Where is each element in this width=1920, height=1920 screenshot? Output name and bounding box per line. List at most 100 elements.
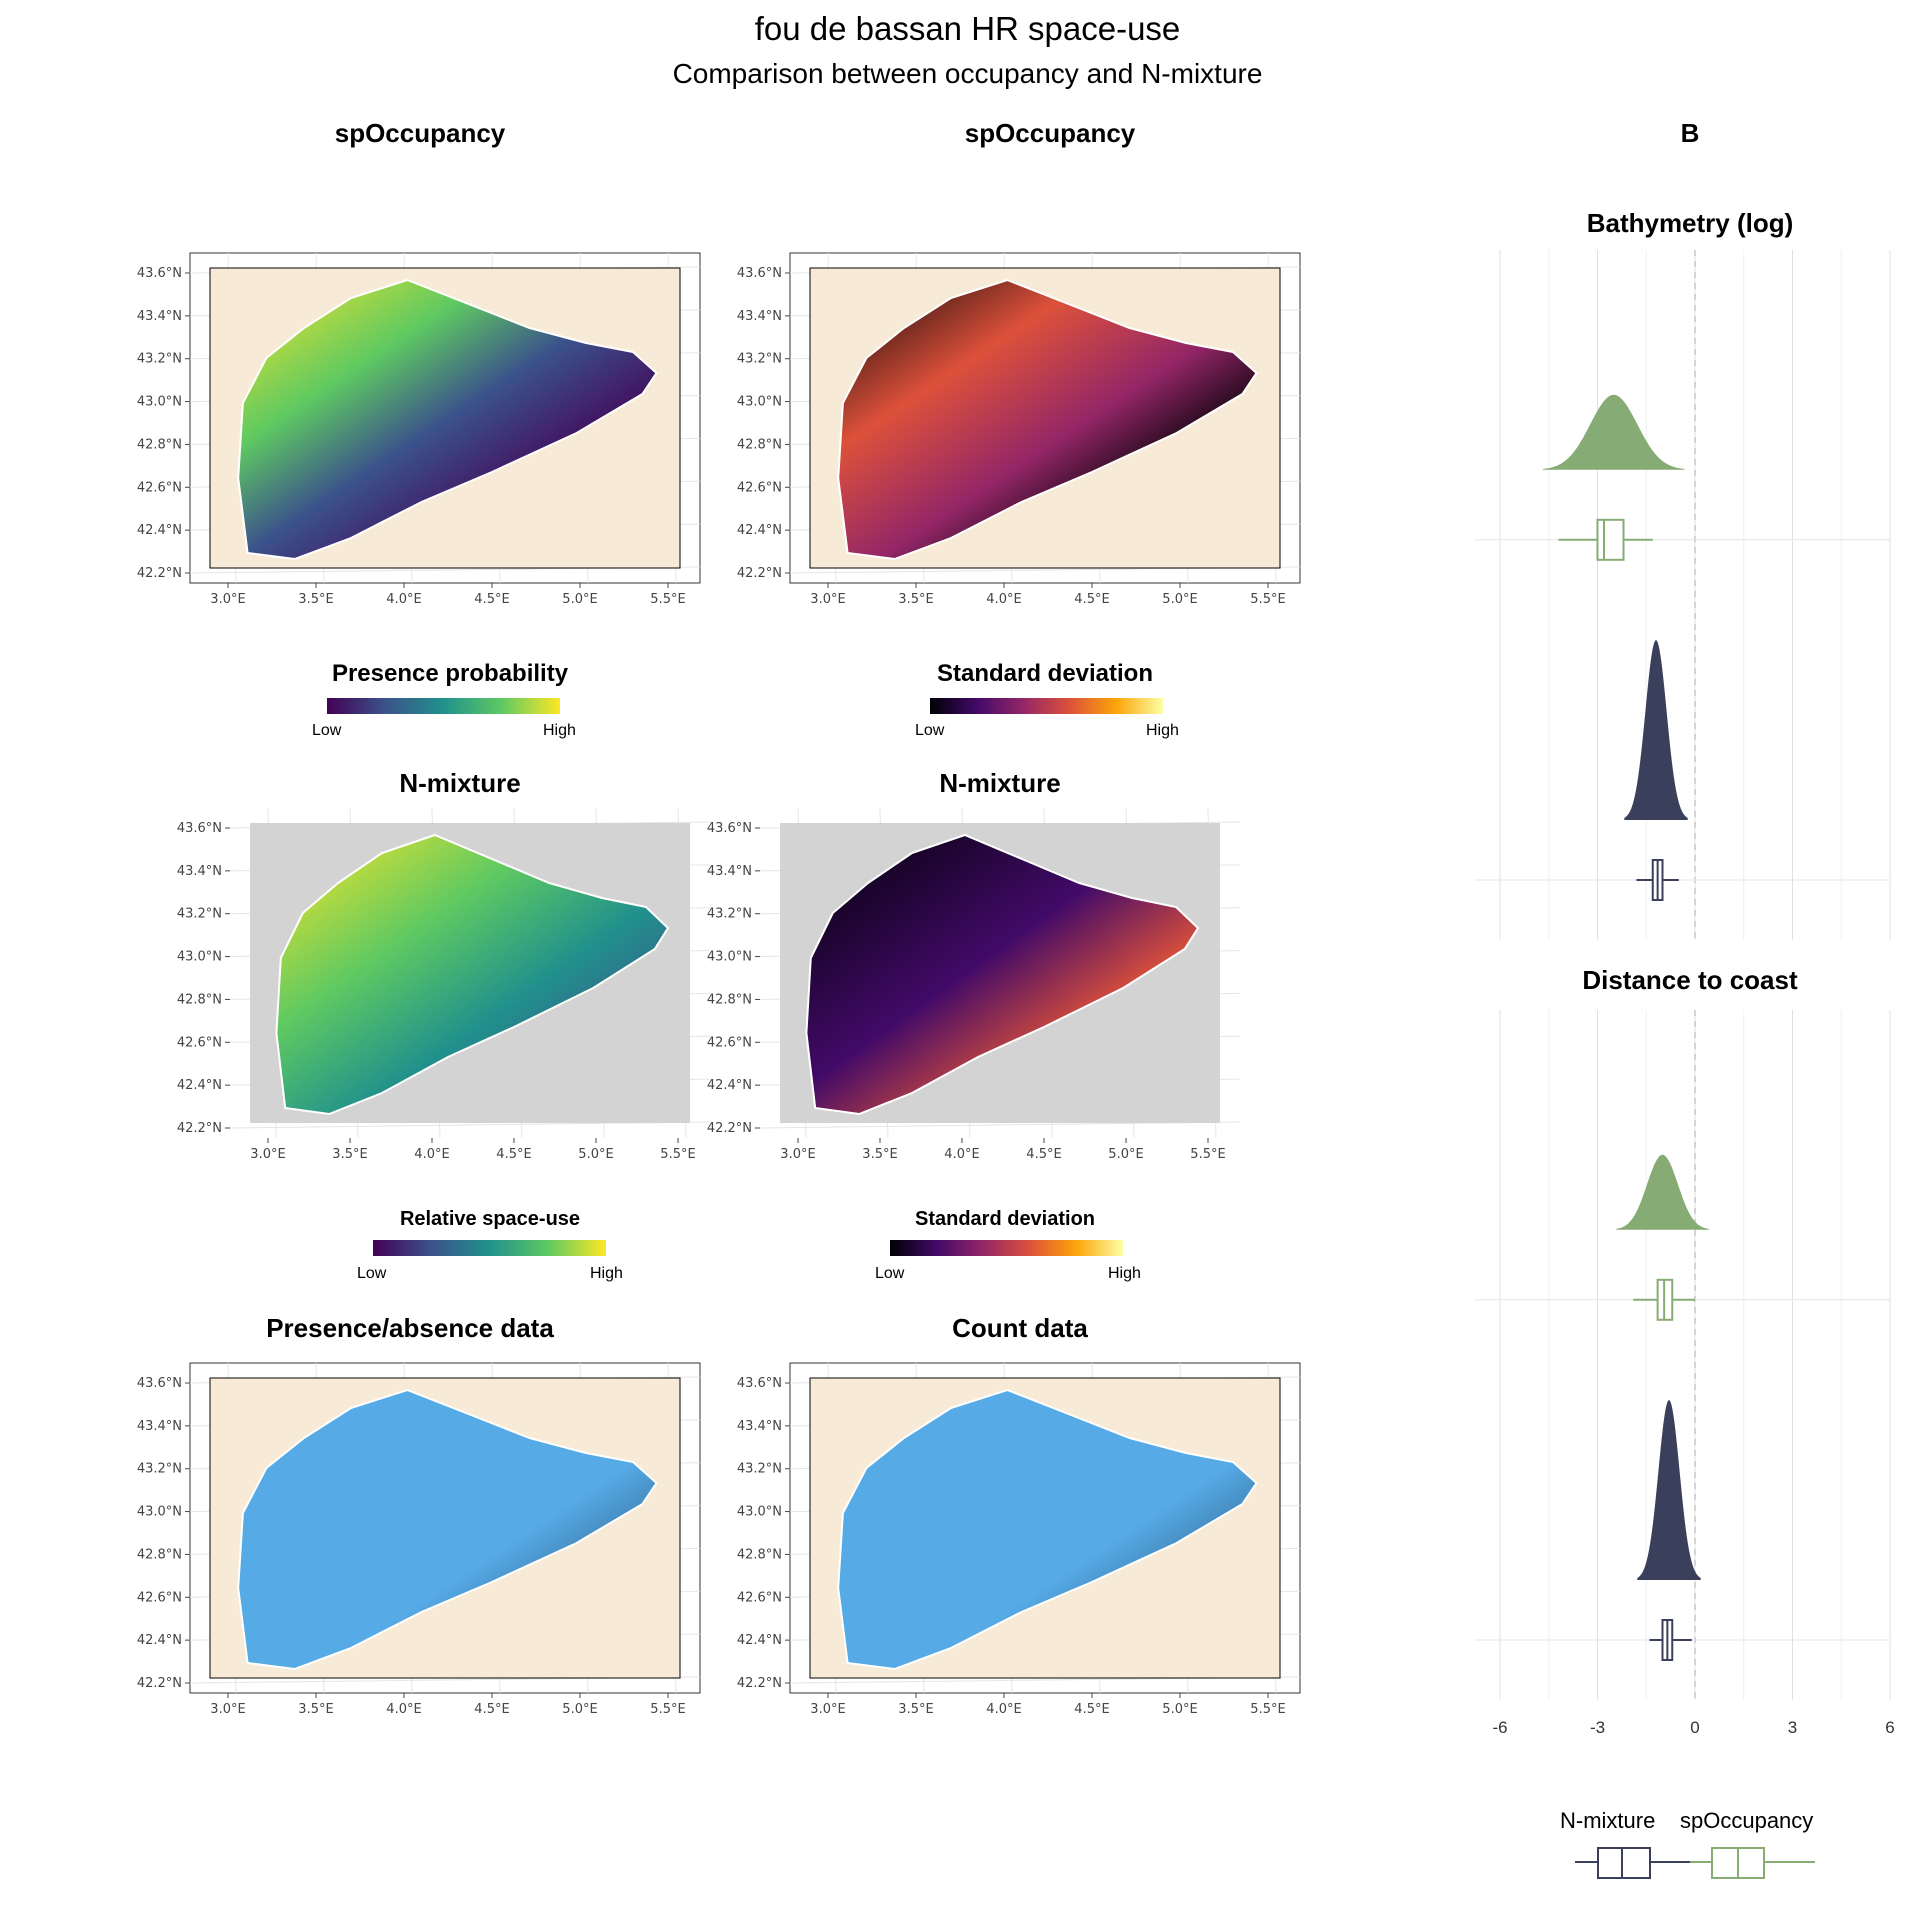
x-tick-label: 6 (1885, 1718, 1894, 1737)
lat-tick-label: 43.0°N (177, 950, 222, 965)
lat-tick-label: 42.4°N (137, 523, 182, 538)
legend-label-nmixture: N-mixture (1560, 1808, 1656, 1833)
lon-tick-label: 3.5°E (298, 1702, 333, 1717)
colorbar-viridis-1 (327, 698, 560, 714)
lon-tick-label: 4.0°E (986, 1702, 1021, 1717)
lat-tick-label: 42.6°N (737, 1590, 782, 1605)
lat-tick-label: 42.6°N (177, 1035, 222, 1050)
panel-b-label: B (1680, 118, 1700, 148)
x-tick-label: -6 (1492, 1718, 1507, 1737)
map-title-r2-right: N-mixture (939, 768, 1061, 798)
lon-tick-label: 4.0°E (386, 1702, 421, 1717)
lat-tick-label: 42.4°N (737, 523, 782, 538)
lon-tick-label: 3.5°E (898, 1702, 933, 1717)
panel-b-chart: -6 -3 0 3 6 (1475, 250, 1895, 1737)
x-tick-label: -3 (1590, 1718, 1605, 1737)
density-spoccupancy (1616, 1154, 1709, 1230)
lat-tick-label: 42.8°N (737, 1547, 782, 1562)
lon-tick-label: 3.5°E (862, 1147, 897, 1162)
lat-tick-label: 42.2°N (137, 566, 182, 581)
lat-tick-label: 43.4°N (707, 864, 752, 879)
lon-tick-label: 3.5°E (298, 592, 333, 607)
lat-tick-label: 42.8°N (737, 437, 782, 452)
lat-tick-label: 42.6°N (707, 1035, 752, 1050)
lat-tick-label: 42.4°N (177, 1078, 222, 1093)
lon-tick-label: 3.0°E (210, 592, 245, 607)
lat-tick-label: 42.4°N (707, 1078, 752, 1093)
lon-tick-label: 4.5°E (1026, 1147, 1061, 1162)
lon-tick-label: 3.0°E (810, 592, 845, 607)
lat-tick-label: 43.2°N (737, 1462, 782, 1477)
lat-tick-label: 43.2°N (177, 907, 222, 922)
lat-tick-label: 43.0°N (737, 395, 782, 410)
study-area (237, 278, 658, 561)
lat-tick-label: 42.2°N (737, 1676, 782, 1691)
lon-tick-label: 5.0°E (562, 1702, 597, 1717)
map-presence-probability: 43.6°N 43.4°N 43.2°N 43.0°N 42.8°N 42.6°N 42.4… (137, 252, 701, 607)
lat-tick-label: 42.8°N (707, 992, 752, 1007)
density-spoccupancy (1543, 394, 1685, 470)
legend-key-spoccupancy (1690, 1847, 1815, 1879)
lon-tick-label: 3.0°E (780, 1147, 815, 1162)
lat-tick-label: 42.6°N (137, 1590, 182, 1605)
colorbar-viridis-2 (373, 1240, 606, 1256)
map-standard-deviation-nmixture: 43.6°N 43.4°N 43.2°N 43.0°N 42.8°N 42.6°N 42.4… (707, 807, 1241, 1162)
lat-tick-label: 42.2°N (707, 1121, 752, 1136)
study-area (805, 833, 1200, 1116)
lon-tick-label: 5.0°E (578, 1147, 613, 1162)
lon-tick-label: 4.0°E (986, 592, 1021, 607)
lat-tick-label: 43.6°N (137, 1376, 182, 1391)
map-presence-absence-data: 43.6°N 43.4°N 43.2°N 43.0°N 42.8°N 42.6°N 42.4… (137, 1362, 701, 1717)
legend-key-nmixture (1575, 1847, 1700, 1879)
lat-tick-label: 43.2°N (707, 907, 752, 922)
facet-1 (1475, 1010, 1891, 1700)
lon-tick-label: 4.5°E (496, 1147, 531, 1162)
lat-tick-label: 42.2°N (177, 1121, 222, 1136)
figure-title: fou de bassan HR space-use (754, 10, 1181, 47)
legend-low-1: Low (312, 722, 342, 739)
map-count-data: 43.6°N 43.4°N 43.2°N 43.0°N 42.8°N 42.6°N 42.4… (737, 1362, 1301, 1717)
lat-tick-label: 42.4°N (737, 1633, 782, 1648)
legend-title-sd-1: Standard deviation (936, 660, 1154, 687)
legend-high-4: High (1108, 1265, 1141, 1282)
legend-high-3: High (590, 1265, 623, 1282)
facet-0 (1475, 250, 1891, 940)
legend-high-1: High (543, 722, 576, 739)
map-title-r3-right: Count data (952, 1313, 1088, 1343)
lat-tick-label: 43.6°N (737, 266, 782, 281)
lat-tick-label: 43.2°N (137, 352, 182, 367)
x-tick-label: 0 (1690, 1718, 1699, 1737)
lon-tick-label: 5.0°E (1162, 592, 1197, 607)
lat-tick-label: 43.0°N (707, 950, 752, 965)
lat-tick-label: 42.8°N (137, 1547, 182, 1562)
facet-title-distance: Distance to coast (1582, 965, 1798, 995)
lat-tick-label: 43.4°N (737, 1419, 782, 1434)
lon-tick-label: 4.0°E (414, 1147, 449, 1162)
map-title-r1-right: spOccupancy (964, 118, 1136, 148)
lat-tick-label: 43.0°N (137, 1505, 182, 1520)
study-area (237, 1388, 658, 1671)
legend-low-3: Low (357, 1265, 387, 1282)
lon-tick-label: 3.5°E (898, 592, 933, 607)
lat-tick-label: 43.2°N (137, 1462, 182, 1477)
legend-title-rel-space: Relative space-use (399, 1208, 581, 1230)
lon-tick-label: 5.5°E (660, 1147, 695, 1162)
legend-high-2: High (1146, 722, 1179, 739)
legend-low-2: Low (915, 722, 945, 739)
lon-tick-label: 5.5°E (1250, 1702, 1285, 1717)
lon-tick-label: 5.0°E (562, 592, 597, 607)
lat-tick-label: 43.4°N (737, 309, 782, 324)
lon-tick-label: 4.5°E (1074, 592, 1109, 607)
lon-tick-label: 3.5°E (332, 1147, 367, 1162)
lat-tick-label: 43.4°N (137, 309, 182, 324)
lon-tick-label: 4.0°E (386, 592, 421, 607)
lat-tick-label: 42.8°N (137, 437, 182, 452)
study-area (837, 1388, 1258, 1671)
study-area (275, 833, 670, 1116)
lon-tick-label: 4.5°E (1074, 1702, 1109, 1717)
map-standard-deviation-occupancy: 43.6°N 43.4°N 43.2°N 43.0°N 42.8°N 42.6°N 42.4… (737, 252, 1301, 607)
lon-tick-label: 5.5°E (1250, 592, 1285, 607)
lon-tick-label: 4.0°E (944, 1147, 979, 1162)
lat-tick-label: 42.2°N (737, 566, 782, 581)
lat-tick-label: 43.6°N (707, 821, 752, 836)
